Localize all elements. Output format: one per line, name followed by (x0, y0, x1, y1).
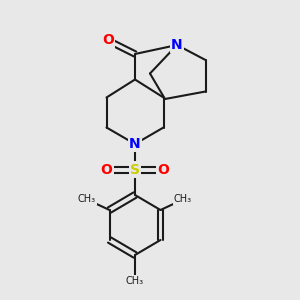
Text: S: S (130, 163, 140, 176)
Text: O: O (100, 163, 112, 176)
Text: O: O (158, 163, 169, 176)
Text: N: N (129, 137, 141, 151)
Text: CH₃: CH₃ (78, 194, 96, 205)
Text: CH₃: CH₃ (126, 275, 144, 286)
Text: CH₃: CH₃ (174, 194, 192, 205)
Text: N: N (171, 38, 183, 52)
Text: O: O (102, 34, 114, 47)
